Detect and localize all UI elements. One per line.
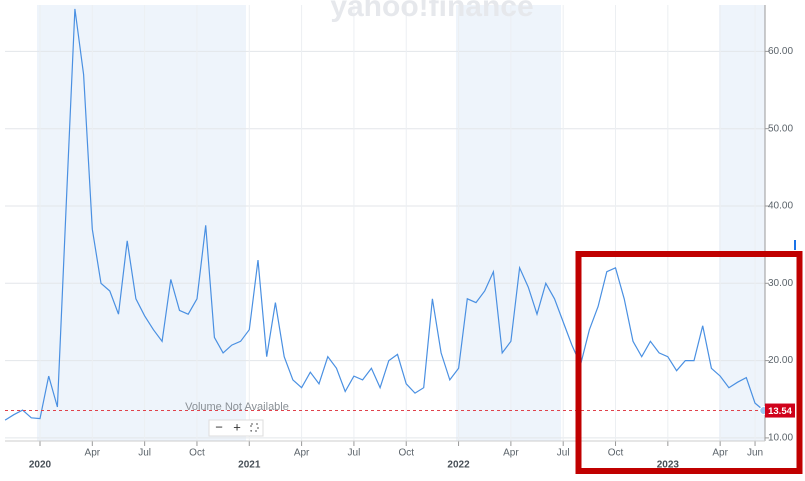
y-tick-label: 20.00 [768, 355, 793, 366]
zoom-out[interactable]: − [215, 419, 223, 434]
y-tick-label: 50.00 [768, 123, 793, 134]
x-tick-label: Oct [608, 448, 624, 459]
y-tick-label: 10.00 [768, 433, 793, 444]
y-tick-label: 30.00 [768, 278, 793, 289]
highlight-box [575, 251, 803, 474]
x-tick-label: Apr [294, 448, 310, 459]
x-year-label: 2022 [447, 460, 470, 471]
watermark: yahoo!finance [330, 0, 533, 23]
grid: 10.00 20.00 30.00 40.00 50.00 60.00 2020 Apr Jul… [5, 5, 793, 471]
x-tick-label: Jul [557, 448, 570, 459]
scroll-indicator [794, 240, 796, 250]
x-tick-label: Oct [398, 448, 414, 459]
period-shade [719, 5, 765, 441]
current-value-label: 13.54 [768, 406, 792, 417]
period-shade [37, 5, 246, 441]
zoom-reset[interactable] [250, 423, 259, 432]
x-year-label: 2023 [657, 460, 680, 471]
x-tick-label: Jul [348, 448, 361, 459]
plot: 13.54 [4, 8, 795, 421]
y-tick-label: 40.00 [768, 201, 793, 212]
x-tick-label: Jul [138, 448, 151, 459]
x-tick-label: Apr [503, 448, 519, 459]
x-tick-label: Oct [189, 448, 205, 459]
zoom-controls [208, 419, 264, 437]
price-line [4, 8, 765, 421]
x-year-label: 2021 [238, 460, 261, 471]
x-year-label: 2020 [29, 460, 52, 471]
x-tick-label: Apr [712, 448, 728, 459]
volume-note: Volume Not Available [185, 401, 289, 413]
zoom-in[interactable]: + [233, 419, 241, 434]
y-tick-label: 60.00 [768, 46, 793, 57]
x-tick-label: Jun [747, 448, 763, 459]
x-tick-label: Apr [85, 448, 101, 459]
current-value-tag [765, 403, 795, 418]
period-shade [456, 5, 561, 441]
